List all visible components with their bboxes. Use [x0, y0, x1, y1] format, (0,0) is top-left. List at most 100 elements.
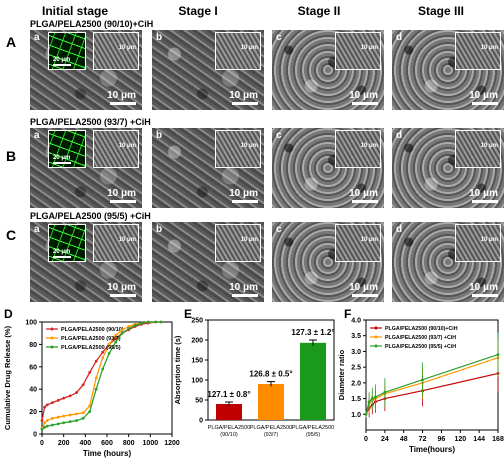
magnified-inset: 10 μm — [215, 224, 261, 262]
contact-angle-label: 126.8 ± 0.5° — [249, 370, 292, 379]
release-point — [94, 376, 98, 380]
absorption-bar — [216, 404, 242, 420]
x-tick-label: 72 — [419, 436, 427, 443]
release-point — [127, 327, 131, 331]
inset-scale-label: 10 μm — [118, 237, 136, 243]
y-tick-label: 0 — [199, 418, 203, 425]
magnified-inset: 10 μm — [335, 32, 381, 70]
release-point — [107, 343, 111, 346]
scale-bar — [232, 294, 258, 297]
chart-e-absorption: 0 50 100 150 200 250 Absorption time (s) 127.1 … — [173, 318, 335, 439]
release-point — [68, 413, 72, 417]
chart-f-diameter: 0 24 48 72 96 120 144 168 1.0 1.5 2.0 2.5 3.0 3.5 4.0 T… — [337, 318, 504, 455]
y-tick-label: 250 — [191, 318, 203, 325]
diameter-point — [364, 412, 368, 416]
inset-scale-label: 10 μm — [118, 143, 136, 149]
legend-label: PLGA/PELA2500 (95/5) — [61, 345, 121, 351]
x-tick-label: 120 — [454, 436, 466, 443]
y-tick-label: 100 — [191, 378, 203, 385]
release-point — [140, 321, 144, 325]
scale-bar — [472, 102, 498, 105]
release-point — [107, 351, 111, 355]
scale-bar — [110, 200, 136, 203]
legend-label: PLGA/PELA2500 (90/10) — [61, 327, 124, 333]
contact-angle-label: 127.3 ± 1.2° — [291, 328, 334, 337]
release-point — [56, 422, 60, 426]
row-title-c: PLGA/PELA2500 (95/5) +CiH — [30, 211, 151, 221]
scale-bar — [352, 294, 378, 297]
category-label: (95/5) — [306, 432, 321, 438]
panel-letter: d — [396, 130, 403, 141]
x-axis-label: Time(hours) — [409, 445, 455, 454]
legend-label: PLGA/PELA2500 (90/10)+CiH — [385, 326, 458, 332]
panel-letter: b — [156, 224, 163, 235]
release-point — [40, 428, 44, 431]
release-point — [45, 419, 49, 422]
diameter-point — [370, 397, 374, 400]
release-point — [62, 421, 66, 425]
magnified-inset: 10 μm — [215, 130, 261, 168]
y-tick-label: 40 — [29, 387, 37, 394]
chart-letter-d: D — [4, 307, 13, 321]
chart-letter-e: E — [184, 307, 193, 321]
release-point — [114, 334, 118, 337]
inset-scale-label: 10 μm — [240, 143, 258, 149]
fluorescence-scale-bar — [53, 64, 71, 66]
scale-bar — [232, 200, 258, 203]
legend-marker — [374, 335, 378, 339]
sem-panel-c-c: c 10 μm 10 μm — [272, 222, 384, 302]
y-tick-label: 150 — [191, 358, 203, 365]
y-axis-label: Absorption time (s) — [173, 335, 182, 404]
scale-label: 10 μm — [229, 188, 258, 199]
sem-panel-b-d: d 10 μm 10 μm — [392, 128, 504, 208]
scale-label: 10 μm — [107, 282, 136, 293]
scale-bar — [232, 102, 258, 105]
y-tick-label: 60 — [29, 364, 37, 371]
fluorescence-inset: 20 μm — [48, 224, 86, 262]
release-point — [68, 420, 72, 424]
x-tick-label: 600 — [101, 440, 113, 447]
category-label: PLGA/PELA2500 — [208, 425, 251, 431]
release-point — [114, 340, 118, 344]
inset-scale-label: 10 μm — [360, 143, 378, 149]
stage-title-2: Stage II — [297, 4, 341, 18]
y-tick-label: 50 — [195, 398, 203, 405]
fluorescence-scale-bar — [53, 162, 71, 164]
scale-bar — [110, 294, 136, 297]
absorption-bar — [300, 342, 326, 420]
inset-scale-label: 10 μm — [480, 237, 498, 243]
sem-panel-b-c: c 10 μm 10 μm — [272, 128, 384, 208]
inset-scale-label: 10 μm — [360, 237, 378, 243]
y-tick-label: 3.0 — [351, 349, 361, 356]
sem-panel-a-c: c 10 μm 10 μm — [272, 30, 384, 110]
release-point — [75, 391, 79, 394]
release-point — [45, 403, 49, 407]
panel-letter: a — [34, 224, 40, 235]
legend-marker — [50, 327, 54, 331]
panel-letter: a — [34, 130, 40, 141]
panel-letter: d — [396, 32, 403, 43]
diameter-point — [374, 395, 377, 399]
x-tick-label: 1000 — [143, 440, 159, 447]
release-point — [94, 359, 98, 363]
x-tick-label: 144 — [473, 436, 485, 443]
x-tick-label: 48 — [400, 436, 408, 443]
y-axis-label: Cumulative Drug Release (%) — [3, 325, 12, 430]
release-point — [101, 350, 105, 354]
fluorescence-scale-label: 20 μm — [53, 249, 71, 255]
fluorescence-scale-label: 20 μm — [53, 57, 71, 63]
scale-bar — [472, 294, 498, 297]
legend-marker — [50, 336, 54, 340]
sem-panel-a-a: a 10 μm 20 μm 10 μm — [30, 30, 142, 110]
y-tick-label: 1.5 — [351, 396, 361, 403]
legend-marker — [374, 344, 378, 348]
panel-letter: c — [276, 32, 282, 43]
release-point — [40, 419, 44, 422]
fluorescence-inset: 20 μm — [48, 32, 86, 70]
row-letter-c: C — [6, 227, 17, 243]
release-point — [101, 367, 105, 371]
sem-panel-c-a: a 10 μm 20 μm 10 μm — [30, 222, 142, 302]
y-tick-label: 4.0 — [351, 318, 361, 325]
scale-label: 10 μm — [469, 282, 498, 293]
inset-scale-label: 10 μm — [240, 237, 258, 243]
